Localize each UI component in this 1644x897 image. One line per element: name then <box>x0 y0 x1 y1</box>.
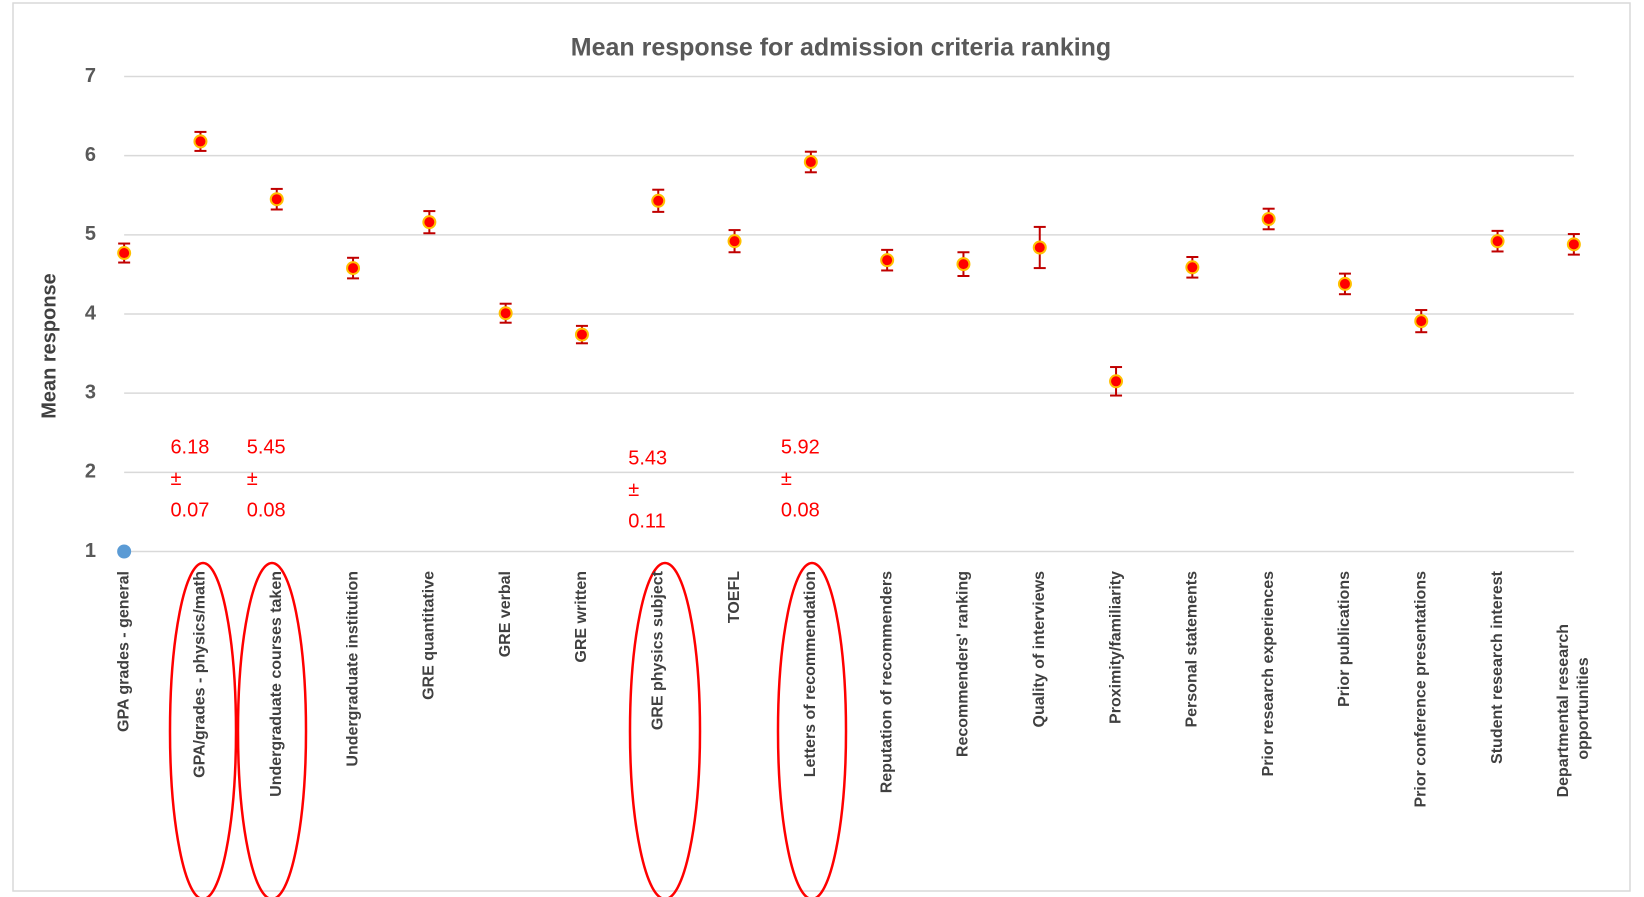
chart-title: Mean response for admission criteria ran… <box>571 34 1111 62</box>
x-tick-label: Recommenders' ranking <box>955 571 972 757</box>
annotation: 0.08 <box>781 499 820 521</box>
x-tick-label: GRE quantitative <box>421 571 438 700</box>
y-axis-label: Mean response <box>38 273 60 419</box>
y-tick-label: 4 <box>85 302 97 324</box>
annotation: ± <box>628 479 639 501</box>
annotation: 0.08 <box>247 499 286 521</box>
x-tick-label: Quality of interviews <box>1031 571 1048 728</box>
annotation: ± <box>247 468 258 490</box>
x-tick-label: GRE physics subject <box>649 570 666 730</box>
annotation: 5.43 <box>628 447 667 469</box>
point <box>574 327 589 342</box>
x-tick-label: Undergraduate institution <box>344 571 361 767</box>
highlight-ellipse <box>168 561 238 897</box>
annotation: ± <box>781 468 792 490</box>
x-tick-label: Prior publications <box>1336 571 1353 707</box>
x-tick-label: GPA/grades - physics/math <box>192 571 209 778</box>
point <box>269 192 284 207</box>
point <box>1337 276 1352 291</box>
x-tick-label: GPA grades - general <box>115 571 132 732</box>
y-tick-label: 2 <box>85 461 96 483</box>
point <box>1185 260 1200 275</box>
x-tick-label: Prior research experiences <box>1260 571 1277 777</box>
y-tick-label: 7 <box>85 65 96 87</box>
x-tick-label: GRE written <box>573 571 590 663</box>
annotation: ± <box>170 468 181 490</box>
point <box>498 306 513 321</box>
point <box>1261 212 1276 226</box>
point <box>1032 240 1047 255</box>
y-tick-label: 1 <box>85 540 96 562</box>
highlight-ellipse <box>628 561 702 897</box>
x-tick-label: Departmental research opportunities <box>1555 620 1592 798</box>
point <box>1490 234 1505 249</box>
x-tick-label: TOEFL <box>726 571 743 623</box>
point <box>880 253 895 268</box>
highlight-ellipse <box>236 561 308 897</box>
point <box>1109 374 1124 389</box>
point <box>193 134 208 149</box>
point <box>346 261 361 276</box>
highlight-ellipses <box>168 561 848 897</box>
x-tick-label: Reputation of recommenders <box>878 571 895 793</box>
x-tick-label: Student research interest <box>1489 570 1506 764</box>
point <box>117 544 132 559</box>
x-tick-label: Undergraduate courses taken <box>268 571 285 797</box>
point <box>956 257 971 272</box>
x-tick-label: Personal statements <box>1184 571 1201 728</box>
point <box>117 246 132 261</box>
annotation: 0.11 <box>628 510 665 532</box>
point <box>422 215 437 230</box>
x-tick-label: GRE verbal <box>497 571 514 657</box>
point <box>651 193 666 208</box>
chart-border <box>12 2 1631 892</box>
point <box>1414 314 1429 329</box>
y-tick-label: 5 <box>85 223 96 245</box>
point <box>803 155 818 169</box>
y-tick-label: 3 <box>85 381 96 403</box>
highlight-ellipse <box>776 561 848 897</box>
x-tick-label: Letters of recommendation <box>802 571 819 777</box>
x-tick-label: Prior conference presentations <box>1412 571 1429 808</box>
annotation: 6.18 <box>170 436 209 458</box>
annotation: 0.07 <box>170 499 209 521</box>
x-tick-label: Proximity/familiarity <box>1107 571 1124 724</box>
point <box>1566 237 1581 252</box>
annotation: 5.45 <box>247 436 286 458</box>
y-tick-label: 6 <box>85 144 96 166</box>
point <box>727 234 742 249</box>
annotation: 5.92 <box>781 436 820 458</box>
